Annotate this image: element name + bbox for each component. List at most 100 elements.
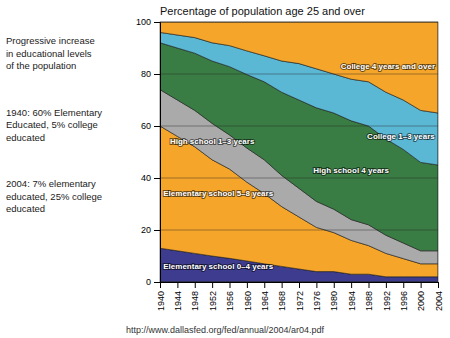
- x-tick-label: 1956: [225, 291, 235, 311]
- x-tick-mark: [386, 282, 387, 288]
- y-tick-mark: [154, 74, 160, 75]
- x-tick-label: 1972: [295, 291, 305, 311]
- area-label: High school 1–3 years: [170, 137, 255, 146]
- x-tick-label: 1976: [312, 291, 322, 311]
- area-label: High school 4 years: [313, 166, 389, 175]
- x-tick-mark: [247, 282, 248, 288]
- annotation-line: educated, 25% college: [6, 191, 102, 202]
- y-tick: 80: [141, 69, 160, 79]
- y-axis: 0 20 40 60 80 100: [136, 17, 161, 287]
- x-tick: 1944: [173, 282, 183, 311]
- y-tick-label: 0: [146, 277, 151, 287]
- x-tick: 1968: [277, 282, 287, 311]
- source: http://www.dallasfed.org/fed/annual/2004…: [126, 325, 325, 335]
- area-label: College 1–3 years: [367, 132, 435, 141]
- annotation-line: educated: [6, 203, 45, 214]
- y-tick: 40: [141, 173, 160, 183]
- annotation-line: Progressive increase: [6, 35, 95, 46]
- x-tick-mark: [334, 282, 335, 288]
- x-tick-label: 1968: [277, 291, 287, 311]
- x-tick: 1956: [225, 282, 235, 311]
- x-tick: 1960: [243, 282, 253, 311]
- x-tick: 1976: [312, 282, 322, 311]
- x-tick-label: 1944: [173, 291, 183, 311]
- x-axis: 1940 1944 1948 1952 1956 1960 1964 1968 1972 1976…: [156, 282, 444, 311]
- x-tick-label: 1988: [364, 291, 374, 311]
- grid: [160, 22, 438, 282]
- x-tick-label: 1940: [156, 291, 166, 311]
- y-tick-label: 40: [141, 173, 151, 183]
- area-labels: Elementary school 0–4 yearsElementary sc…: [163, 62, 435, 271]
- grid-line: [160, 74, 438, 75]
- annotation: 2004: 7% elementary educated, 25% college…: [6, 178, 102, 214]
- x-tick: 1980: [329, 282, 339, 311]
- annotation-line: 1940: 60% Elementary: [6, 107, 102, 118]
- grid-line: [160, 178, 438, 179]
- x-tick-mark: [369, 282, 370, 288]
- area-layer: [160, 43, 438, 251]
- x-tick-label: 1996: [399, 291, 409, 311]
- y-tick: 0: [146, 277, 160, 287]
- y-tick-label: 80: [141, 69, 151, 79]
- y-tick-label: 100: [136, 17, 151, 27]
- x-tick-label: 1948: [190, 291, 200, 311]
- title: Percentage of population age 25 and over: [160, 5, 365, 17]
- y-axis-line: [154, 23, 161, 283]
- x-tick-label: 1960: [243, 291, 253, 311]
- x-tick-label: 1984: [347, 291, 357, 311]
- y-tick-mark: [154, 22, 160, 23]
- x-tick-label: 1980: [329, 291, 339, 311]
- plot-area: [160, 22, 438, 282]
- x-tick-mark: [212, 282, 213, 288]
- y-tick-label: 20: [141, 225, 151, 235]
- y-tick-mark: [154, 126, 160, 127]
- x-tick-label: 1964: [260, 291, 270, 311]
- x-tick: 1996: [399, 282, 409, 311]
- chart: 1940 1944 1948 1952 1956 1960 1964 1968 1972 1976…: [0, 0, 450, 338]
- x-tick: 2000: [416, 282, 426, 311]
- annotation-line: in educational levels: [6, 48, 92, 59]
- y-tick-mark: [154, 178, 160, 179]
- area-layer: [160, 22, 438, 113]
- annotation-line: 2004: 7% elementary: [6, 178, 96, 189]
- x-tick-mark: [264, 282, 265, 288]
- x-tick-mark: [230, 282, 231, 288]
- annotation-line: educated: [6, 132, 45, 143]
- x-tick: 1992: [382, 282, 392, 311]
- annotations: Progressive increase in educational level…: [6, 35, 102, 214]
- area-label: College 4 years and over: [341, 62, 435, 71]
- x-tick-label: 2000: [416, 291, 426, 311]
- x-tick: 1972: [295, 282, 305, 311]
- plot-frame: [160, 22, 438, 282]
- annotation: 1940: 60% ElementaryEducated, 5% college…: [6, 107, 102, 143]
- x-tick-mark: [403, 282, 404, 288]
- y-tick-mark: [154, 230, 160, 231]
- x-tick-mark: [316, 282, 317, 288]
- x-tick-label: 2004: [434, 291, 444, 311]
- x-tick: 1964: [260, 282, 270, 311]
- x-tick: 2004: [434, 282, 444, 311]
- x-tick: 1948: [190, 282, 200, 311]
- x-tick-mark: [438, 282, 439, 288]
- x-tick-label: 1992: [382, 291, 392, 311]
- x-tick-mark: [177, 282, 178, 288]
- x-tick-label: 1952: [208, 291, 218, 311]
- y-tick: 100: [136, 17, 160, 27]
- y-tick-mark: [154, 282, 160, 283]
- x-tick: 1940: [156, 282, 166, 311]
- y-tick-label: 60: [141, 121, 151, 131]
- annotation-line: Educated, 5% college: [6, 119, 98, 130]
- annotation-line: of the population: [6, 60, 76, 71]
- x-tick-mark: [282, 282, 283, 288]
- y-tick: 60: [141, 121, 160, 131]
- x-tick: 1988: [364, 282, 374, 311]
- y-tick: 20: [141, 225, 160, 235]
- x-tick: 1952: [208, 282, 218, 311]
- x-axis-line: [161, 283, 439, 289]
- x-tick-mark: [421, 282, 422, 288]
- annotation: Progressive increase in educational level…: [6, 35, 95, 71]
- grid-line: [160, 230, 438, 231]
- area-label: Elementary school 5–8 years: [163, 189, 273, 198]
- x-tick-mark: [299, 282, 300, 288]
- x-tick: 1984: [347, 282, 357, 311]
